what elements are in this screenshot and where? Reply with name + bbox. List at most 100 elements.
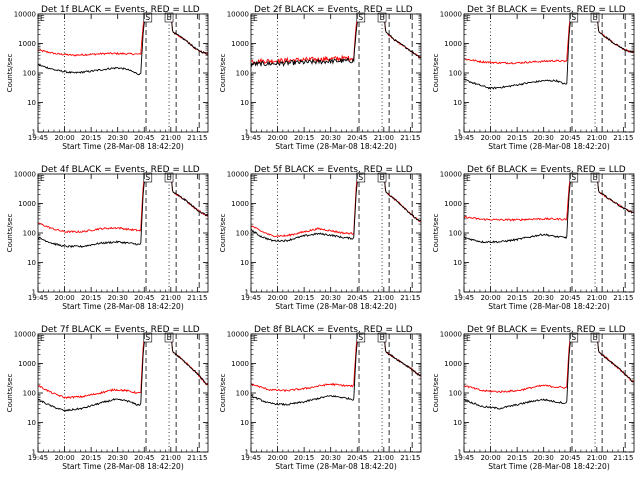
y-axis-label: Counts/sec [432,54,440,93]
x-tick-label: 20:00 [480,134,500,142]
events-series-line [251,334,421,406]
plot-frame [463,173,635,293]
event-marker-label: S [571,173,576,182]
panel-title: Det 9f BLACK = Events, RED = LLD [467,325,626,335]
panel-title: Det 2f BLACK = Events, RED = LLD [254,5,413,15]
y-tick-label: 10 [240,259,249,267]
y-tick-label: 1 [32,129,36,137]
events-series-line [464,14,634,90]
event-marker-label: E [253,14,258,23]
x-tick-label: 21:00 [587,294,607,302]
y-tick-label: 1 [458,129,462,137]
x-tick-label: 20:15 [81,294,101,302]
panel-title: Det 1f BLACK = Events, RED = LLD [41,5,200,15]
y-tick-label: 100 [23,230,36,238]
event-marker-box [377,172,387,183]
x-tick-label: 21:00 [161,134,181,142]
x-tick-label: 20:00 [54,454,74,462]
lld-series-line [38,174,208,234]
event-marker-box [377,12,387,23]
lld-series-line [464,14,634,65]
panel-title: Det 4f BLACK = Events, RED = LLD [41,165,200,175]
panel-title: Det 5f BLACK = Events, RED = LLD [254,165,413,175]
lld-series-line [38,14,208,57]
event-marker-label: S [571,13,576,22]
event-marker-box [164,12,174,23]
y-tick-label: 10000 [14,11,36,19]
y-axis-label: Counts/sec [432,214,440,253]
x-axis-label: Start Time (28-Mar-08 18:42:20) [62,462,184,471]
panel-title: Det 8f BLACK = Events, RED = LLD [254,325,413,335]
x-tick-label: 20:30 [321,134,341,142]
y-tick-label: 1000 [444,40,462,48]
x-tick-label: 21:00 [374,294,394,302]
x-tick-label: 19:45 [241,134,261,142]
x-tick-label: 21:00 [587,134,607,142]
event-marker-label: E [167,173,172,182]
x-tick-label: 20:15 [81,454,101,462]
x-axis-label: Start Time (28-Mar-08 18:42:20) [275,302,397,311]
y-tick-label: 10000 [440,11,462,19]
x-tick-label: 20:00 [267,454,287,462]
plot-frame [37,13,209,133]
x-tick-label: 21:00 [161,454,181,462]
y-tick-label: 1 [245,449,249,457]
y-tick-label: 10000 [227,171,249,179]
x-tick-label: 20:45 [134,134,154,142]
y-tick-label: 1 [32,449,36,457]
x-tick-label: 19:45 [28,454,48,462]
y-tick-label: 10000 [440,331,462,339]
event-marker-label: S [145,333,150,342]
x-tick-label: 21:00 [374,454,394,462]
panel-4: Det 4f BLACK = Events, RED = LLD Counts/s… [6,165,209,311]
y-tick-label: 1000 [18,40,36,48]
plot-frame [463,333,635,453]
y-tick-label: 10000 [227,11,249,19]
events-series-line [38,334,208,412]
y-tick-label: 100 [449,390,462,398]
event-marker-label: S [145,173,150,182]
x-tick-label: 20:15 [507,454,527,462]
events-series-line [251,174,421,242]
y-tick-label: 10 [453,419,462,427]
panel-2: Det 2f BLACK = Events, RED = LLD Counts/s… [219,5,422,151]
x-tick-label: 19:45 [454,454,474,462]
x-tick-label: 20:15 [507,294,527,302]
x-tick-label: 21:15 [613,294,633,302]
x-tick-label: 20:30 [321,294,341,302]
x-tick-label: 19:45 [454,294,474,302]
panel-1: Det 1f BLACK = Events, RED = LLD Counts/s… [6,5,209,151]
plot-frame [250,13,422,133]
y-tick-label: 10 [27,419,36,427]
y-tick-label: 1000 [444,200,462,208]
event-marker-box [590,332,600,343]
x-axis-label: Start Time (28-Mar-08 18:42:20) [488,302,610,311]
x-tick-label: 20:15 [81,134,101,142]
x-axis-label: Start Time (28-Mar-08 18:42:20) [275,142,397,151]
x-tick-label: 20:45 [560,454,580,462]
x-tick-label: 20:30 [108,454,128,462]
x-tick-label: 20:00 [267,134,287,142]
lld-series-line [251,14,421,65]
x-tick-label: 21:15 [613,134,633,142]
x-tick-label: 21:15 [187,454,207,462]
event-marker-label: S [358,173,363,182]
lld-series-line [251,334,421,393]
event-marker-label: E [466,334,471,343]
x-tick-label: 21:15 [187,294,207,302]
y-axis-label: Counts/sec [6,54,14,93]
y-tick-label: 1 [32,289,36,297]
event-marker-box [569,332,579,343]
event-marker-label: E [40,334,45,343]
y-tick-label: 10 [240,99,249,107]
lld-series-line [251,174,421,238]
event-marker-box [143,172,153,183]
x-tick-label: 20:15 [294,454,314,462]
panel-8: Det 8f BLACK = Events, RED = LLD Counts/s… [219,325,422,471]
event-marker-box [143,332,153,343]
x-tick-label: 20:00 [480,454,500,462]
event-marker-box [164,332,174,343]
plot-frame [463,13,635,133]
y-tick-label: 10000 [14,331,36,339]
